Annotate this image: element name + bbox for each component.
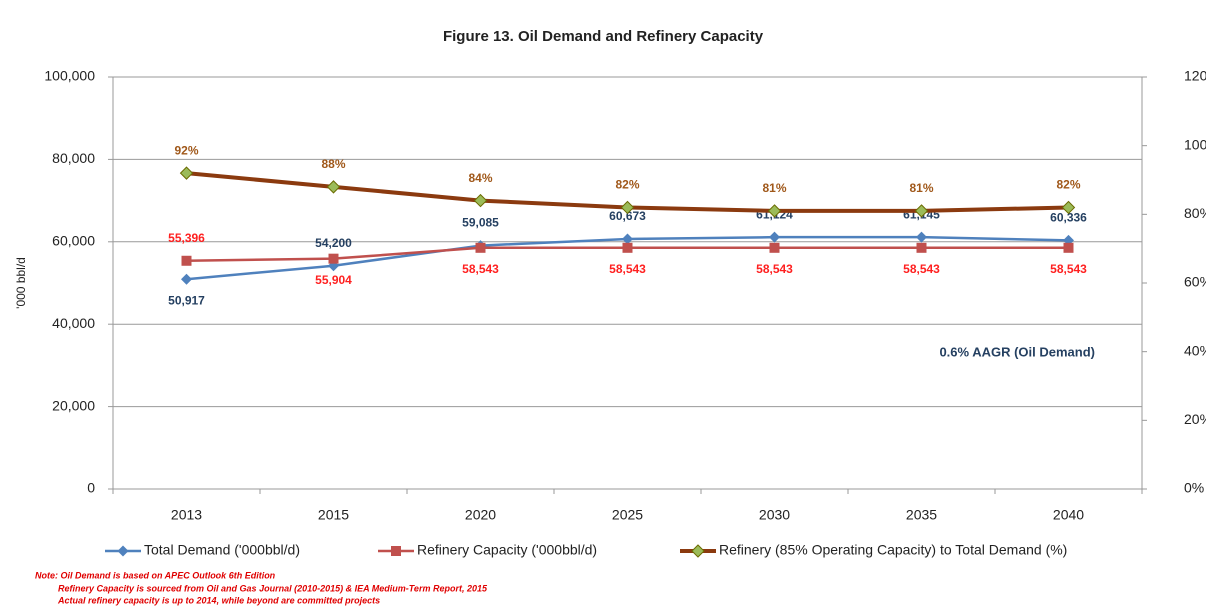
legend-label: Refinery (85% Operating Capacity) to Tot…: [719, 542, 1067, 558]
data-point: [179, 166, 194, 180]
data-label: 50,917: [168, 293, 205, 307]
data-point: [620, 200, 635, 215]
y2-tick-label: 20%: [1184, 411, 1206, 427]
legend-marker: [117, 545, 129, 557]
data-point: [328, 253, 339, 264]
y-tick-label: 40,000: [52, 315, 95, 331]
y-tick-label: 20,000: [52, 397, 95, 413]
data-label: 88%: [321, 157, 345, 171]
y-tick-label: 100,000: [44, 68, 95, 84]
data-label: 60,336: [1050, 211, 1087, 225]
legend-label: Refinery Capacity ('000bbl/d): [417, 542, 597, 558]
data-label: 81%: [762, 181, 786, 195]
data-label: 58,543: [1050, 262, 1087, 276]
data-label: 60,673: [609, 209, 646, 223]
data-point: [1061, 200, 1076, 215]
data-label: 58,543: [756, 262, 793, 276]
annotation: 0.6% AAGR (Oil Demand): [939, 344, 1095, 359]
x-tick-label: 2020: [465, 507, 496, 523]
y2-tick-label: 120%: [1184, 68, 1206, 84]
x-tick-label: 2030: [759, 507, 790, 523]
data-label: 55,396: [168, 231, 205, 245]
data-point: [914, 204, 929, 218]
x-tick-label: 2015: [318, 507, 349, 523]
chart-title: Figure 13. Oil Demand and Refinery Capac…: [443, 28, 764, 45]
x-tick-label: 2040: [1053, 507, 1084, 523]
note: Actual refinery capacity is up to 2014, …: [57, 595, 380, 605]
data-point: [473, 193, 488, 208]
note: Note: Oil Demand is based on APEC Outloo…: [35, 570, 276, 580]
data-point: [769, 242, 780, 253]
data-label: 92%: [174, 143, 198, 157]
data-point: [769, 231, 780, 243]
data-label: 58,543: [609, 262, 646, 276]
data-point: [181, 255, 192, 266]
data-point: [326, 180, 341, 194]
y-tick-label: 0: [87, 480, 95, 496]
legend-marker: [691, 544, 705, 558]
data-label: 59,085: [462, 216, 499, 230]
data-point: [181, 273, 192, 285]
data-point: [475, 242, 486, 253]
data-label: 55,904: [315, 273, 352, 287]
data-point: [1063, 242, 1074, 253]
data-label: 58,543: [462, 262, 499, 276]
data-point: [622, 233, 633, 245]
legend-label: Total Demand ('000bbl/d): [144, 542, 300, 558]
x-tick-label: 2035: [906, 507, 937, 523]
data-point: [622, 242, 633, 253]
y2-tick-label: 80%: [1184, 205, 1206, 221]
data-label: 82%: [1056, 178, 1080, 192]
data-label: 82%: [615, 178, 639, 192]
x-tick-label: 2013: [171, 507, 202, 523]
y2-tick-label: 60%: [1184, 274, 1206, 290]
y-tick-label: 80,000: [52, 150, 95, 166]
data-label: 54,200: [315, 236, 352, 250]
data-label: 81%: [909, 181, 933, 195]
y2-tick-label: 40%: [1184, 342, 1206, 358]
x-tick-label: 2025: [612, 507, 643, 523]
data-label: 58,543: [903, 262, 940, 276]
data-point: [916, 242, 927, 253]
y2-tick-label: 100%: [1184, 136, 1206, 152]
data-point: [916, 231, 927, 243]
legend-marker: [391, 546, 401, 556]
note: Refinery Capacity is sourced from Oil an…: [58, 583, 488, 593]
y-tick-label: 60,000: [52, 233, 95, 249]
y-axis-label: '000 bbl/d: [14, 257, 28, 309]
y2-tick-label: 0%: [1184, 480, 1204, 496]
data-point: [767, 204, 782, 218]
data-label: 84%: [468, 171, 492, 185]
